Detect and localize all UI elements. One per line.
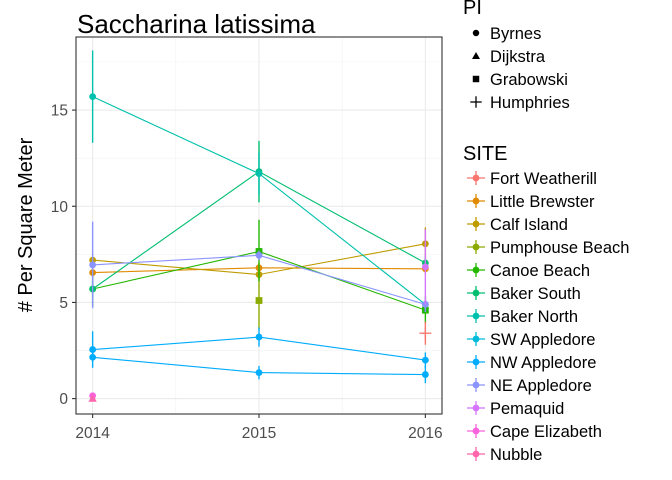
x-tick-label: 2014	[75, 425, 110, 442]
data-point	[472, 52, 480, 59]
site-legend-label: Calf Island	[490, 216, 568, 234]
pi-legend-item: Byrnes	[472, 25, 541, 43]
legend-key-point	[472, 450, 480, 458]
series	[89, 327, 429, 368]
data-point	[255, 369, 263, 377]
data-point	[470, 96, 482, 108]
plot-area	[75, 36, 443, 415]
data-point	[89, 261, 97, 269]
data-point	[255, 333, 263, 341]
site-legend-title: SITE	[463, 143, 507, 165]
data-point	[421, 371, 429, 378]
data-point	[89, 346, 97, 353]
site-legend-item: NE Appledore	[467, 377, 592, 395]
site-legend-label: Cape Elizabeth	[490, 423, 602, 441]
data-point	[421, 356, 429, 364]
site-legend-item: Little Brewster	[467, 193, 595, 211]
site-legend-label: Pemaquid	[490, 400, 564, 418]
legend-key-point	[472, 220, 480, 228]
legend-key-point	[472, 381, 480, 389]
site-legend-item: Baker South	[467, 285, 581, 303]
pi-legend: PI Byrnes Dijkstra Grabowski Humphries	[463, 0, 570, 112]
site-legend-item: Nubble	[467, 446, 542, 464]
site-legend-item: Cape Elizabeth	[467, 423, 602, 441]
data-point	[255, 297, 263, 304]
pi-legend-item: Dijkstra	[472, 48, 546, 66]
x-tick-label: 2016	[408, 425, 442, 442]
legend-key-point	[472, 289, 480, 297]
site-legend: SITE Fort Weatherill Little Brewster Calf …	[463, 143, 629, 464]
site-legend-label: Baker North	[490, 308, 578, 326]
y-axis-label: # Per Square Meter	[15, 137, 37, 312]
legend-key-point	[472, 197, 480, 205]
site-legend-item: Fort Weatherill	[467, 170, 597, 188]
legend-key-point	[472, 266, 480, 274]
pi-legend-label: Byrnes	[490, 25, 541, 43]
data-point	[421, 263, 429, 271]
y-tick-label: 0	[59, 391, 68, 408]
site-legend-item: Pemaquid	[467, 400, 564, 418]
data-point	[89, 353, 97, 361]
site-legend-item: Canoe Beach	[467, 262, 590, 280]
site-legend-label: Baker South	[490, 285, 581, 303]
legend-key-point	[472, 174, 480, 182]
series	[421, 229, 429, 305]
site-legend-item: NW Appledore	[467, 354, 596, 372]
pi-legend-title: PI	[463, 0, 482, 19]
site-legend-item: Calf Island	[467, 216, 568, 234]
site-legend-item: Baker North	[467, 308, 578, 326]
site-legend-label: NW Appledore	[490, 354, 596, 372]
data-point	[472, 29, 480, 37]
pi-legend-item: Grabowski	[472, 71, 568, 89]
series-layer	[88, 50, 432, 402]
x-tick-label: 2015	[242, 425, 276, 442]
x-axis: 2014 2015 2016	[75, 414, 443, 442]
pi-legend-item: Humphries	[470, 94, 570, 112]
data-point	[255, 251, 263, 259]
data-point	[89, 93, 97, 101]
site-legend-label: Canoe Beach	[490, 262, 590, 280]
site-legend-label: SW Appledore	[490, 331, 595, 349]
chart-title: Saccharina latissima	[77, 9, 316, 39]
pi-legend-label: Grabowski	[490, 71, 568, 89]
site-legend-item: SW Appledore	[467, 331, 595, 349]
series	[88, 394, 97, 402]
site-legend-label: Pumphouse Beach	[490, 239, 629, 257]
data-point	[419, 327, 432, 340]
series	[419, 321, 432, 345]
series	[89, 221, 429, 313]
site-legend-item: Pumphouse Beach	[467, 239, 629, 257]
legend-key-point	[472, 312, 480, 320]
pi-legend-label: Dijkstra	[490, 48, 546, 66]
legend-key-point	[472, 427, 480, 435]
y-tick-label: 10	[51, 199, 69, 216]
data-point	[472, 75, 480, 83]
site-legend-label: NE Appledore	[490, 377, 592, 395]
series	[89, 352, 429, 384]
legend-key-point	[472, 335, 480, 343]
site-legend-label: Little Brewster	[490, 193, 595, 211]
site-legend-label: Fort Weatherill	[490, 170, 597, 188]
legend-key-point	[472, 243, 480, 251]
site-legend-label: Nubble	[490, 446, 542, 464]
data-point	[88, 394, 97, 402]
data-point	[255, 170, 263, 177]
legend-key-point	[472, 404, 480, 412]
pi-legend-label: Humphries	[490, 94, 570, 112]
y-tick-label: 15	[51, 103, 68, 120]
y-axis: 0 5 10 15	[51, 103, 76, 408]
legend-key-point	[472, 358, 480, 366]
y-tick-label: 5	[59, 295, 68, 312]
